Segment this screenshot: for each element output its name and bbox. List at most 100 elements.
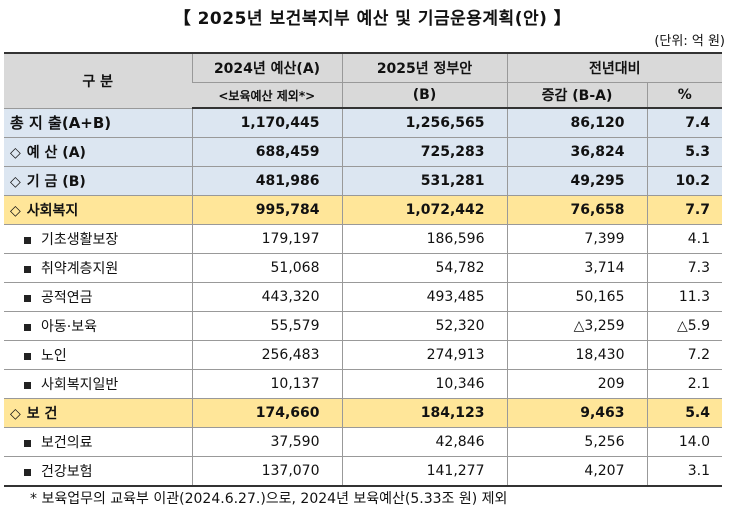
footnote: * 보육업무의 교육부 이관(2024.6.27.)으로, 2024년 보육예산… [30, 491, 508, 507]
cell-pct: 7.2 [646, 340, 722, 370]
header-yoy: 전년대비 [506, 52, 722, 83]
cell-pct: 7.4 [646, 108, 722, 138]
table-row: ◇ 보 건 174,660 184,123 9,463 5.4 [4, 398, 722, 428]
page-title: 【 2025년 보건복지부 예산 및 기금운용계획(안) 】 [173, 9, 572, 29]
cell-2024: 179,197 [191, 224, 342, 254]
square-bullet-icon [24, 323, 31, 331]
square-bullet-icon [24, 352, 31, 360]
row-label: 사회복지 [26, 203, 79, 219]
cell-2025: 493,485 [341, 282, 507, 312]
table-row: 공적연금 443,320 493,485 50,165 11.3 [4, 282, 722, 312]
cell-diff: 9,463 [506, 398, 647, 428]
cell-pct: 7.3 [646, 253, 722, 283]
diamond-icon: ◇ [10, 203, 21, 219]
diamond-icon: ◇ [10, 406, 21, 422]
cell-diff: 86,120 [506, 108, 647, 138]
cell-diff: △3,259 [506, 311, 647, 341]
cell-diff: 76,658 [506, 195, 647, 225]
cell-2025: 186,596 [341, 224, 507, 254]
cell-pct: 7.7 [646, 195, 722, 225]
cell-2024: 688,459 [191, 137, 342, 167]
diamond-icon: ◇ [10, 145, 21, 161]
cell-diff: 4,207 [506, 456, 647, 487]
table-row: ◇ 기 금 (B) 481,986 531,281 49,295 10.2 [4, 166, 722, 196]
header-2024: 2024년 예산(A) [191, 52, 342, 83]
cell-pct: 14.0 [646, 427, 722, 457]
cell-2024: 10,137 [191, 369, 342, 399]
unit-label: (단위: 억 원) [654, 34, 725, 49]
cell-2025: 274,913 [341, 340, 507, 370]
cell-2024: 481,986 [191, 166, 342, 196]
cell-diff: 18,430 [506, 340, 647, 370]
row-label: 기 금 (B) [26, 174, 86, 190]
square-bullet-icon [24, 468, 31, 476]
cell-2024: 55,579 [191, 311, 342, 341]
cell-2025: 531,281 [341, 166, 507, 196]
square-bullet-icon [24, 236, 31, 244]
table-row: ◇ 사회복지 995,784 1,072,442 76,658 7.7 [4, 195, 722, 225]
cell-2024: 1,170,445 [191, 108, 342, 138]
diamond-icon: ◇ [10, 174, 21, 190]
row-label: 총 지 출(A+B) [4, 108, 192, 138]
cell-diff: 3,714 [506, 253, 647, 283]
cell-2024: 256,483 [191, 340, 342, 370]
header-2025-sub: (B) [341, 82, 507, 109]
cell-2025: 1,072,442 [341, 195, 507, 225]
row-label: 취약계층지원 [41, 261, 119, 277]
header-2025: 2025년 정부안 [341, 52, 507, 83]
table-row: 아동·보육 55,579 52,320 △3,259 △5.9 [4, 311, 722, 341]
budget-table: 구 분 2024년 예산(A) 2025년 정부안 전년대비 <보육예산 제외*… [4, 52, 722, 487]
cell-2025: 54,782 [341, 253, 507, 283]
square-bullet-icon [24, 294, 31, 302]
row-label: 사회복지일반 [41, 377, 119, 393]
row-label: 공적연금 [41, 290, 93, 306]
cell-pct: 4.1 [646, 224, 722, 254]
table-row: 노인 256,483 274,913 18,430 7.2 [4, 340, 722, 370]
cell-2024: 174,660 [191, 398, 342, 428]
cell-2025: 42,846 [341, 427, 507, 457]
table-row: ◇ 예 산 (A) 688,459 725,283 36,824 5.3 [4, 137, 722, 167]
cell-2025: 184,123 [341, 398, 507, 428]
cell-2025: 141,277 [341, 456, 507, 487]
header-2024-sub: <보육예산 제외*> [192, 82, 342, 109]
row-label: 노인 [41, 348, 67, 364]
cell-diff: 5,256 [506, 427, 647, 457]
cell-diff: 7,399 [506, 224, 647, 254]
row-label: 예 산 (A) [26, 145, 86, 161]
cell-pct: 10.2 [646, 166, 722, 196]
row-label: 건강보험 [41, 464, 93, 480]
cell-2025: 10,346 [341, 369, 507, 399]
cell-pct: 2.1 [646, 369, 722, 399]
cell-diff: 50,165 [506, 282, 647, 312]
table-row: 보건의료 37,590 42,846 5,256 14.0 [4, 427, 722, 457]
cell-diff: 209 [506, 369, 647, 399]
table-row: 기초생활보장 179,197 186,596 7,399 4.1 [4, 224, 722, 254]
cell-2024: 51,068 [191, 253, 342, 283]
cell-2024: 995,784 [191, 195, 342, 225]
cell-2024: 137,070 [191, 456, 342, 487]
cell-pct: △5.9 [646, 311, 722, 341]
cell-2025: 1,256,565 [341, 108, 507, 138]
cell-pct: 11.3 [646, 282, 722, 312]
square-bullet-icon [24, 265, 31, 273]
table-row: 건강보험 137,070 141,277 4,207 3.1 [4, 456, 722, 487]
row-label: 아동·보육 [41, 319, 97, 335]
cell-2024: 37,590 [191, 427, 342, 457]
cell-pct: 3.1 [646, 456, 722, 487]
table-row: 총 지 출(A+B) 1,170,445 1,256,565 86,120 7.… [4, 108, 722, 138]
cell-2025: 52,320 [341, 311, 507, 341]
cell-diff: 36,824 [506, 137, 647, 167]
table-row: 취약계층지원 51,068 54,782 3,714 7.3 [4, 253, 722, 283]
cell-2024: 443,320 [191, 282, 342, 312]
header-diff: 증감 (B-A) [506, 82, 647, 109]
header-category: 구 분 [4, 52, 192, 109]
header-pct: % [646, 82, 722, 109]
square-bullet-icon [24, 439, 31, 447]
row-label: 기초생활보장 [41, 232, 119, 248]
square-bullet-icon [24, 381, 31, 389]
cell-pct: 5.3 [646, 137, 722, 167]
cell-diff: 49,295 [506, 166, 647, 196]
row-label: 보 건 [26, 406, 58, 422]
table-row: 사회복지일반 10,137 10,346 209 2.1 [4, 369, 722, 399]
cell-2025: 725,283 [341, 137, 507, 167]
